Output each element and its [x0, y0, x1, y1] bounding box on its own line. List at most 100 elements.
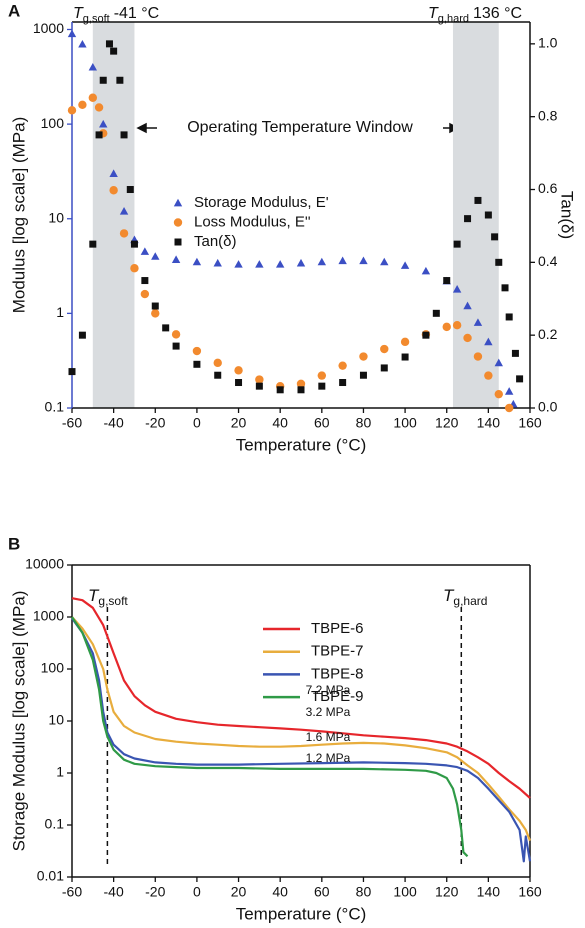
marker — [494, 358, 503, 367]
y-tick-label: 1000 — [33, 20, 64, 36]
subscript: g,soft — [98, 594, 128, 608]
x-tick-label: 120 — [435, 884, 459, 900]
marker — [109, 169, 118, 177]
marker — [105, 40, 113, 48]
marker — [94, 103, 104, 112]
x-tick-label: 80 — [356, 415, 372, 431]
y-tick-label: 1 — [56, 764, 64, 780]
marker — [359, 256, 368, 265]
x-tick-label: 100 — [393, 415, 417, 431]
marker — [88, 93, 98, 102]
marker — [473, 352, 483, 361]
marker — [151, 252, 160, 260]
marker — [317, 257, 327, 266]
x-tick-label: 20 — [231, 884, 247, 900]
marker — [255, 382, 263, 390]
y2-tick-label: 1.0 — [538, 35, 558, 51]
marker — [214, 371, 222, 379]
annotation-text: -41 °C — [114, 5, 160, 22]
marker — [296, 258, 306, 267]
marker — [443, 277, 451, 285]
legend-label: TBPE-7 — [311, 643, 364, 660]
marker — [453, 240, 461, 248]
x-tick-label: -40 — [104, 884, 124, 900]
y-tick-label: 100 — [41, 115, 65, 131]
symbol: T — [443, 586, 455, 605]
x-tick-label: -20 — [145, 884, 165, 900]
marker — [504, 403, 514, 413]
marker — [318, 382, 326, 390]
marker — [442, 322, 451, 332]
legend-label: Tan(δ) — [194, 233, 237, 250]
marker — [140, 247, 150, 255]
marker — [116, 76, 124, 84]
x-tick-label: 40 — [272, 884, 288, 900]
marker — [463, 301, 472, 310]
marker — [99, 119, 108, 128]
legend-label: TBPE-6 — [311, 620, 364, 637]
marker — [275, 260, 285, 268]
marker — [119, 207, 129, 215]
marker — [504, 387, 514, 395]
marker — [78, 39, 87, 48]
marker — [484, 371, 493, 380]
x-tick-label: -20 — [145, 415, 165, 431]
x-tick-label: 60 — [314, 884, 330, 900]
marker — [400, 337, 410, 347]
y-tick-label: 1 — [56, 304, 64, 320]
marker — [484, 211, 492, 219]
legend-label: TBPE-9 — [311, 688, 364, 705]
series-annotation: 7.2 MPa — [306, 683, 351, 697]
marker — [78, 100, 87, 110]
legend-marker — [173, 218, 183, 227]
marker — [452, 285, 462, 293]
x-tick-label: 80 — [356, 884, 372, 900]
marker — [171, 330, 181, 339]
x-tick-label: 160 — [518, 415, 542, 431]
marker — [99, 76, 107, 84]
annotation-text: 136 °C — [473, 5, 522, 22]
marker — [95, 131, 103, 139]
y-tick-label: 10000 — [25, 556, 64, 572]
marker — [126, 186, 134, 194]
shaded-region — [452, 22, 499, 408]
marker — [255, 375, 264, 384]
marker — [162, 324, 170, 332]
marker — [110, 47, 118, 55]
marker — [193, 360, 201, 368]
marker — [120, 131, 128, 139]
marker — [339, 379, 347, 387]
x-tick-label: 140 — [477, 415, 501, 431]
marker — [505, 313, 513, 321]
symbol: T — [73, 5, 84, 22]
marker — [380, 257, 389, 266]
marker — [141, 277, 149, 285]
subscript: g,hard — [453, 594, 487, 608]
marker — [491, 233, 499, 241]
x-tick-label: 0 — [193, 415, 201, 431]
x-tick-label: -40 — [104, 415, 124, 431]
y2-tick-label: 0.4 — [538, 253, 558, 269]
marker — [234, 366, 243, 375]
y2-tick-label: 0.2 — [538, 326, 558, 342]
marker — [213, 258, 222, 267]
legend-label: Storage Modulus, E' — [194, 194, 329, 211]
y-axis-label: Modulus [log scale] (MPa) — [9, 117, 28, 314]
marker — [235, 379, 243, 387]
marker — [130, 264, 139, 273]
marker — [464, 215, 472, 223]
marker — [359, 352, 368, 361]
marker — [68, 368, 76, 376]
marker — [119, 229, 129, 238]
y-tick-label: 1000 — [33, 608, 64, 624]
marker — [297, 386, 305, 394]
y-tick-label: 0.01 — [37, 868, 64, 884]
arrow-head — [136, 122, 147, 134]
marker — [78, 331, 86, 339]
marker — [452, 320, 462, 330]
series-line — [71, 616, 532, 842]
marker — [140, 289, 150, 299]
marker — [67, 106, 77, 115]
panel-label: A — [8, 1, 20, 20]
